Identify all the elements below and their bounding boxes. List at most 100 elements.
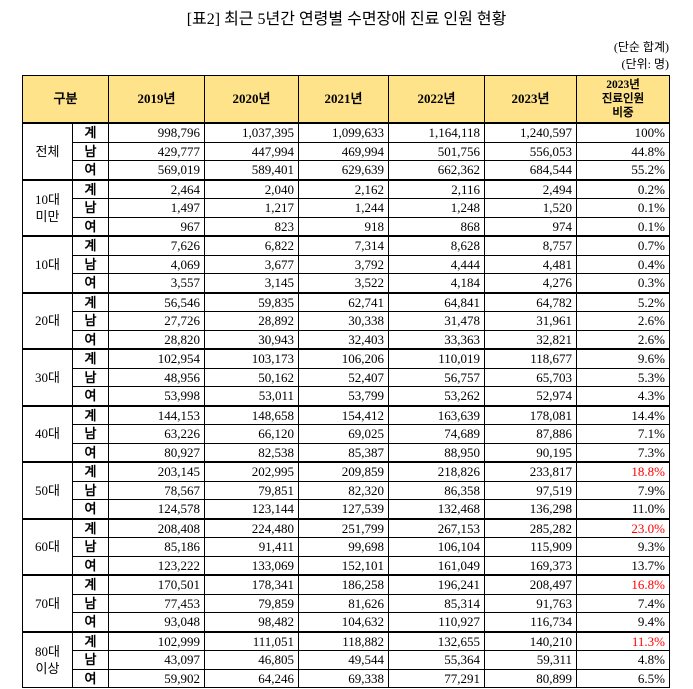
row-label: 남 xyxy=(71,198,110,218)
cell: 52,974 xyxy=(484,386,578,406)
cell: 64,841 xyxy=(388,291,486,312)
cell: 110,019 xyxy=(388,348,486,369)
table: 구분 2019년 2020년 2021년 2022년 2023년 2023년 진료인원 비중… xyxy=(21,75,671,688)
cell: 80,927 xyxy=(108,442,206,463)
group-label: 10대 xyxy=(22,235,73,293)
row-label: 계 xyxy=(71,235,110,256)
group-label: 60대 xyxy=(22,517,73,576)
cell: 53,998 xyxy=(108,386,206,406)
cell: 662,362 xyxy=(388,160,486,180)
cell: 53,011 xyxy=(204,386,300,406)
cell: 118,882 xyxy=(298,630,390,651)
header-cell: 2022년 xyxy=(388,75,486,124)
cell: 93,048 xyxy=(108,612,206,632)
header-row: 구분 2019년 2020년 2021년 2022년 2023년 2023년 진료인원 비중 xyxy=(21,75,671,124)
cell: 27,726 xyxy=(108,311,206,331)
cell: 1,037,395 xyxy=(204,122,300,143)
row-label: 계 xyxy=(71,122,110,143)
row-label: 남 xyxy=(71,311,110,331)
cell: 59,311 xyxy=(484,650,578,670)
cell: 79,851 xyxy=(204,480,300,500)
cell: 66,120 xyxy=(204,424,300,444)
cell: 202,995 xyxy=(204,461,300,482)
cell: 208,408 xyxy=(108,517,206,538)
cell: 50,162 xyxy=(204,367,300,387)
share-cell: 100% xyxy=(576,122,671,143)
row-label: 남 xyxy=(71,650,110,670)
cell: 63,226 xyxy=(108,424,206,444)
table-row: 10대 계 7,626 6,822 7,314 8,628 8,757 0.7% xyxy=(22,235,671,293)
table-row: 10대 미만 계 2,464 2,040 2,162 2,116 2,494 0.2% xyxy=(22,178,671,237)
cell: 85,186 xyxy=(108,537,206,557)
header-cell: 2021년 xyxy=(298,75,390,124)
cell: 102,954 xyxy=(108,348,206,369)
group-label: 50대 xyxy=(22,461,73,519)
cell: 80,899 xyxy=(484,668,578,688)
share-cell: 0.1% xyxy=(576,216,671,237)
cell: 87,886 xyxy=(484,424,578,444)
cell: 1,244 xyxy=(298,198,390,218)
cell: 62,741 xyxy=(298,291,390,312)
cell: 104,632 xyxy=(298,612,390,632)
cell: 106,206 xyxy=(298,348,390,369)
table-body: 전체 계 998,796 1,037,395 1,099,633 1,164,118 1,2… xyxy=(22,122,671,688)
group-label: 30대 xyxy=(22,348,73,406)
cell: 28,820 xyxy=(108,329,206,350)
cell: 91,763 xyxy=(484,593,578,613)
table-row: 20대 계 56,546 59,835 62,741 64,841 64,782 5.2% xyxy=(22,291,671,350)
cell: 79,859 xyxy=(204,593,300,613)
cell: 32,821 xyxy=(484,329,578,350)
share-cell: 9.4% xyxy=(576,612,671,632)
row-label: 계 xyxy=(71,348,110,369)
cell: 132,468 xyxy=(388,499,486,519)
table-row: 남 4,069 3,677 3,792 4,444 4,481 0.4% xyxy=(23,254,671,274)
group-label: 40대 xyxy=(22,404,73,463)
share-cell: 7.4% xyxy=(576,593,671,613)
cell: 97,519 xyxy=(484,480,578,500)
cell: 3,557 xyxy=(108,273,206,293)
cell: 91,411 xyxy=(204,537,300,557)
cell: 144,153 xyxy=(108,404,206,425)
cell: 124,578 xyxy=(108,499,206,519)
cell: 684,544 xyxy=(484,160,578,180)
share-cell: 7.9% xyxy=(576,480,671,500)
share-cell: 9.3% xyxy=(576,537,671,557)
cell: 285,282 xyxy=(484,517,578,538)
header-cell: 2023년 xyxy=(484,75,578,124)
share-cell: 14.4% xyxy=(576,404,671,425)
cell: 178,341 xyxy=(204,574,300,595)
cell: 133,069 xyxy=(204,555,300,576)
cell: 178,081 xyxy=(484,404,578,425)
cell: 148,658 xyxy=(204,404,300,425)
table-row: 남 27,726 28,892 30,338 31,478 31,961 2.6% xyxy=(23,311,671,331)
row-label: 여 xyxy=(71,160,110,180)
cell: 90,195 xyxy=(484,442,578,463)
row-label: 남 xyxy=(71,424,110,444)
cell: 123,222 xyxy=(108,555,206,576)
cell: 78,567 xyxy=(108,480,206,500)
row-label: 여 xyxy=(71,442,110,463)
cell: 31,961 xyxy=(484,311,578,331)
cell: 48,956 xyxy=(108,367,206,387)
row-label: 여 xyxy=(71,612,110,632)
cell: 218,826 xyxy=(388,461,486,482)
cell: 823 xyxy=(204,216,300,237)
row-label: 남 xyxy=(71,537,110,557)
cell: 154,412 xyxy=(298,404,390,425)
row-label: 남 xyxy=(71,254,110,274)
cell: 110,927 xyxy=(388,612,486,632)
table-row: 여 28,820 30,943 32,403 33,363 32,821 2.6% xyxy=(23,329,671,350)
cell: 556,053 xyxy=(484,141,578,161)
cell: 30,943 xyxy=(204,329,300,350)
cell: 196,241 xyxy=(388,574,486,595)
title: [표2] 최근 5년간 연령별 수면장애 진료 인원 현황 xyxy=(186,11,507,28)
cell: 77,291 xyxy=(388,668,486,688)
cell: 251,799 xyxy=(298,517,390,538)
table-row: 남 43,097 46,805 49,544 55,364 59,311 4.8% xyxy=(23,650,671,670)
cell: 65,703 xyxy=(484,367,578,387)
cell: 1,099,633 xyxy=(298,122,390,143)
cell: 7,626 xyxy=(108,235,206,256)
cell: 33,363 xyxy=(388,329,486,350)
cell: 4,444 xyxy=(388,254,486,274)
cell: 4,184 xyxy=(388,273,486,293)
